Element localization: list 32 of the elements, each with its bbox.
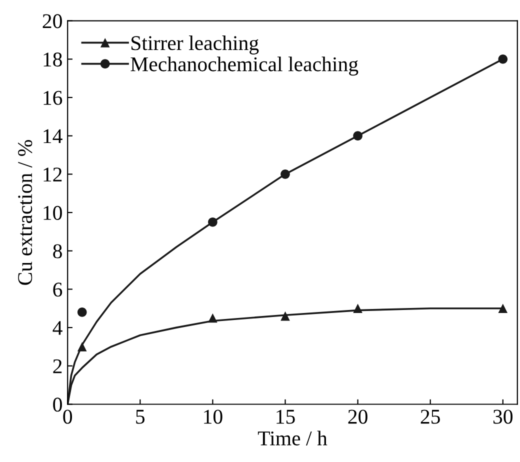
point xyxy=(208,313,218,323)
x-tick-label: 30 xyxy=(493,410,513,424)
y-tick-label: 10 xyxy=(44,206,62,220)
y-tick-label: 16 xyxy=(44,90,62,105)
y-tick-label: 4 xyxy=(52,321,62,335)
point xyxy=(353,131,362,140)
y-tick-label: 18 xyxy=(44,52,62,67)
legend-label: Stirrer leaching xyxy=(131,36,259,54)
y-tick-label: 6 xyxy=(53,282,62,297)
point xyxy=(280,170,290,179)
x-tick-label: 10 xyxy=(204,410,222,424)
point xyxy=(208,217,218,227)
x-tick-label: 5 xyxy=(136,410,145,424)
y-tick-label: 12 xyxy=(44,168,62,182)
point xyxy=(498,304,508,314)
x-tick-label: 20 xyxy=(348,410,368,424)
point xyxy=(77,342,87,352)
y-tick-label: 20 xyxy=(42,14,62,28)
x-axis-title: Time / h xyxy=(258,430,328,446)
point xyxy=(498,54,508,64)
x-tick-label: 15 xyxy=(276,410,295,424)
x-tick-label: 0 xyxy=(63,410,72,424)
y-tick-label: 2 xyxy=(53,359,62,374)
y-axis-title: Cu extraction / % xyxy=(18,140,32,285)
legend-label: Mechanochemical leaching xyxy=(130,56,358,76)
point xyxy=(353,304,362,314)
y-tick-label: 0 xyxy=(53,398,62,412)
y-tick-label: 8 xyxy=(53,244,62,258)
point xyxy=(280,311,290,321)
point xyxy=(77,308,87,317)
x-tick-label: 25 xyxy=(420,410,440,424)
y-tick-label: 14 xyxy=(44,129,62,144)
